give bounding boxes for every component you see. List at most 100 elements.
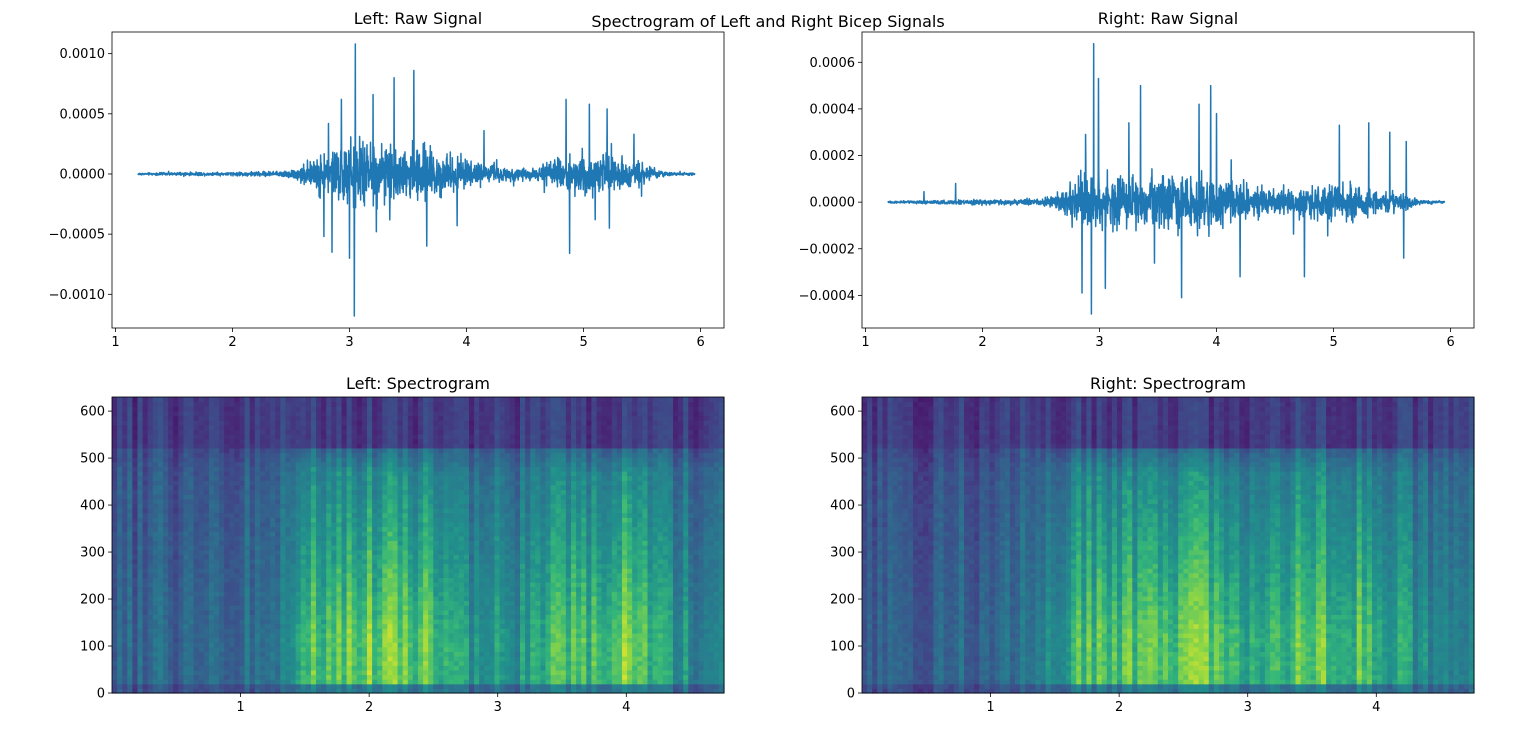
spectrogram-cell <box>367 457 373 463</box>
spectrogram-cell <box>346 646 353 652</box>
spectrogram-cell <box>229 646 235 652</box>
spectrogram-cell <box>402 494 409 500</box>
spectrogram-cell <box>224 503 230 509</box>
spectrogram-cell <box>188 475 195 481</box>
spectrogram-cell <box>127 535 133 541</box>
spectrogram-cell <box>117 628 123 634</box>
spectrogram-cell <box>265 452 271 458</box>
spectrogram-cell <box>270 669 276 676</box>
spectrogram-cell <box>397 614 404 620</box>
spectrogram-cell <box>229 512 235 518</box>
spectrogram-cell <box>224 480 230 486</box>
spectrogram-cell <box>377 503 383 509</box>
spectrogram-cell <box>178 558 184 565</box>
spectrogram-cell <box>392 582 399 588</box>
spectrogram-cell <box>356 669 363 676</box>
spectrogram-cell <box>463 632 470 639</box>
spectrogram-cell <box>428 447 434 454</box>
spectrogram-cell <box>117 480 123 486</box>
spectrogram-cell <box>183 600 190 606</box>
spectrogram-cell <box>157 609 164 615</box>
spectrogram-cell <box>367 443 373 449</box>
spectrogram-cell <box>265 471 271 477</box>
spectrogram-cell <box>321 669 327 676</box>
spectrogram-cell <box>290 531 297 537</box>
spectrogram-cell <box>168 457 174 463</box>
spectrogram-cell <box>142 669 149 676</box>
spectrogram-cell <box>494 508 501 514</box>
spectrogram-cell <box>239 406 246 412</box>
spectrogram-cell <box>127 512 133 518</box>
spectrogram-cell <box>183 628 190 634</box>
spectrogram-cell <box>239 600 246 606</box>
spectrogram-cell <box>423 600 429 606</box>
spectrogram-cell <box>244 457 251 463</box>
spectrogram-cell <box>285 475 292 481</box>
spectrogram-cell <box>157 688 164 694</box>
spectrogram-cell <box>367 484 373 491</box>
spectrogram-cell <box>265 420 271 426</box>
spectrogram-cell <box>479 461 485 467</box>
spectrogram-cell <box>244 591 251 597</box>
spectrogram-cell <box>270 508 276 514</box>
spectrogram-cell <box>412 619 419 625</box>
spectrogram-cell <box>295 628 302 634</box>
spectrogram-cell <box>142 521 149 528</box>
spectrogram-cell <box>229 660 235 666</box>
spectrogram-cell <box>438 600 445 606</box>
spectrogram-cell <box>489 619 496 625</box>
spectrogram-cell <box>310 563 317 569</box>
spectrogram-cell <box>331 628 337 634</box>
spectrogram-cell <box>372 623 378 629</box>
spectrogram-cell <box>157 461 164 467</box>
spectrogram-cell <box>234 540 241 546</box>
spectrogram-cell <box>168 619 174 625</box>
spectrogram-cell <box>469 438 475 444</box>
spectrogram-cell <box>183 406 190 412</box>
spectrogram-cell <box>423 577 429 583</box>
spectrogram-cell <box>463 443 470 449</box>
spectrogram-cell <box>397 480 404 486</box>
spectrogram-cell <box>494 632 501 639</box>
spectrogram-cell <box>499 508 506 514</box>
spectrogram-cell <box>438 646 445 652</box>
spectrogram-cell <box>382 549 388 555</box>
spectrogram-cell <box>229 438 235 444</box>
spectrogram-cell <box>239 558 246 565</box>
spectrogram-cell <box>163 572 169 578</box>
spectrogram-cell <box>433 508 439 514</box>
spectrogram-cell <box>132 466 139 472</box>
spectrogram-cell <box>453 628 460 634</box>
spectrogram-cell <box>310 605 317 611</box>
x-tick-label: 4 <box>1212 335 1220 350</box>
spectrogram-cell <box>433 660 439 666</box>
spectrogram-cell <box>418 475 424 481</box>
spectrogram-cell <box>219 572 225 578</box>
spectrogram-cell <box>265 619 271 625</box>
spectrogram-cell <box>423 480 429 486</box>
spectrogram-cell <box>224 605 230 611</box>
spectrogram-cell <box>392 461 399 467</box>
spectrogram-cell <box>117 591 123 597</box>
spectrogram-cell <box>137 545 144 551</box>
spectrogram-cell <box>433 438 439 444</box>
spectrogram-cell <box>259 535 266 541</box>
spectrogram-cell <box>443 642 450 648</box>
spectrogram-cell <box>316 535 322 541</box>
spectrogram-cell <box>214 424 220 430</box>
spectrogram-cell <box>326 628 332 634</box>
spectrogram-cell <box>321 484 327 491</box>
spectrogram-cell <box>142 443 149 449</box>
spectrogram-cell <box>484 461 490 467</box>
spectrogram-cell <box>367 572 373 578</box>
spectrogram-cell <box>229 619 235 625</box>
spectrogram-cell <box>193 410 200 417</box>
spectrogram-cell <box>157 637 164 643</box>
spectrogram-cell <box>254 665 261 671</box>
spectrogram-cell <box>173 461 179 467</box>
spectrogram-cell <box>423 683 429 689</box>
spectrogram-cell <box>147 480 154 486</box>
spectrogram-cell <box>122 665 128 671</box>
spectrogram-cell <box>178 623 184 629</box>
spectrogram-cell <box>132 461 139 467</box>
